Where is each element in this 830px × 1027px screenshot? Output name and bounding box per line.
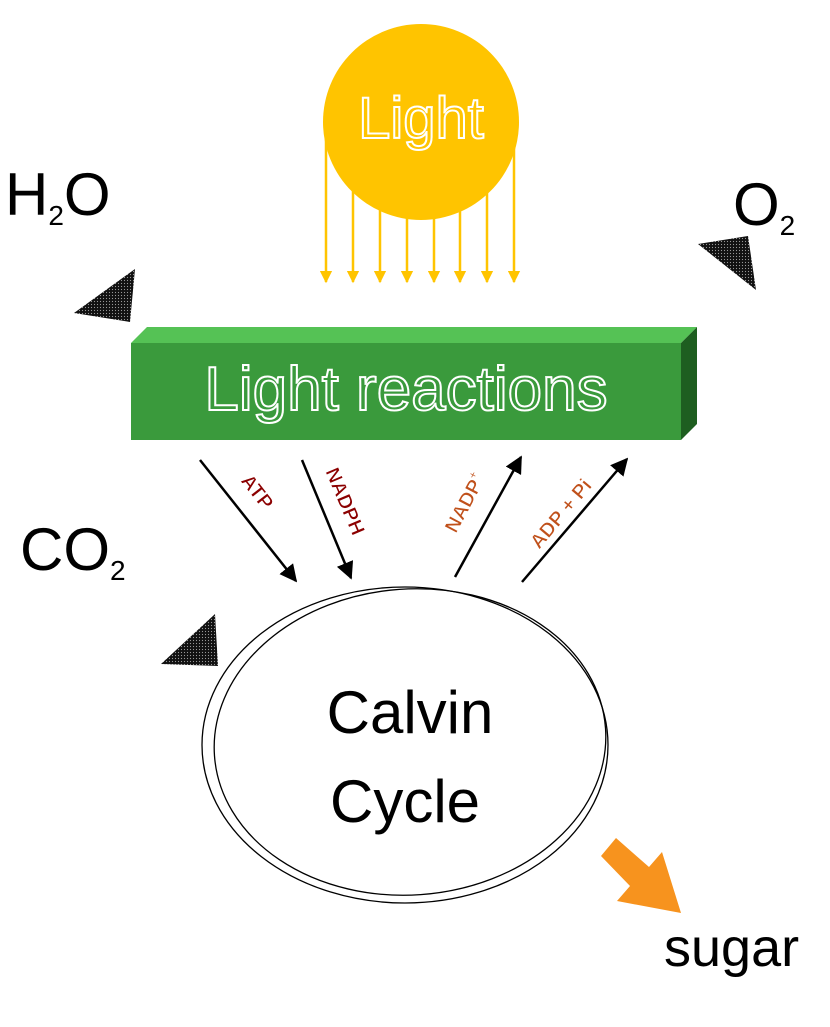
nadph-label: NADPH	[321, 465, 369, 539]
sun-group: Light	[319, 24, 521, 284]
sugar-arrow-icon	[601, 838, 681, 913]
calvin-ellipse-inner	[213, 588, 607, 896]
box-side-face	[681, 327, 697, 440]
oxygen-o: O	[733, 171, 780, 238]
oxygen-label: O2	[733, 171, 795, 241]
atp-label: ATP	[236, 470, 277, 514]
water-o: O	[64, 161, 111, 228]
sun-label: Light	[358, 86, 484, 151]
nadph-arrow	[300, 459, 354, 580]
co2-subscript: 2	[110, 555, 126, 586]
adp-label: ADP + Pi	[526, 475, 597, 553]
light-reactions-box: Light reactions	[131, 327, 697, 440]
sun-circle	[323, 24, 519, 220]
nadp-main: NADP	[441, 476, 487, 536]
water-subscript: 2	[48, 200, 64, 231]
sugar-label: sugar	[664, 918, 799, 978]
co2-arrowhead-icon	[161, 614, 218, 666]
adp-arrow	[521, 457, 629, 583]
co2-main: CO	[20, 516, 110, 583]
box-front-face	[131, 343, 681, 440]
nadp-arrow	[453, 455, 523, 578]
box-top-face	[131, 327, 697, 343]
calvin-line1: Calvin	[327, 679, 494, 746]
svg-text:H2O: H2O	[5, 161, 111, 231]
svg-text:CO2: CO2	[20, 516, 126, 586]
water-h: H	[5, 161, 48, 228]
svg-text:O2: O2	[733, 171, 795, 241]
calvin-ellipse-outer	[201, 586, 609, 904]
calvin-line2: Cycle	[330, 768, 480, 835]
co2-label: CO2	[20, 516, 126, 586]
oxygen-arrowhead-icon	[698, 236, 756, 290]
oxygen-subscript: 2	[780, 210, 796, 241]
calvin-cycle: Calvin Cycle	[201, 586, 609, 904]
water-label: H2O	[5, 161, 111, 231]
water-arrowhead-icon	[74, 269, 135, 322]
atp-arrow	[199, 459, 298, 583]
light-reactions-label: Light reactions	[204, 355, 607, 424]
energy-arrows: ATP NADPH NADP+ ADP + Pi	[199, 455, 629, 583]
